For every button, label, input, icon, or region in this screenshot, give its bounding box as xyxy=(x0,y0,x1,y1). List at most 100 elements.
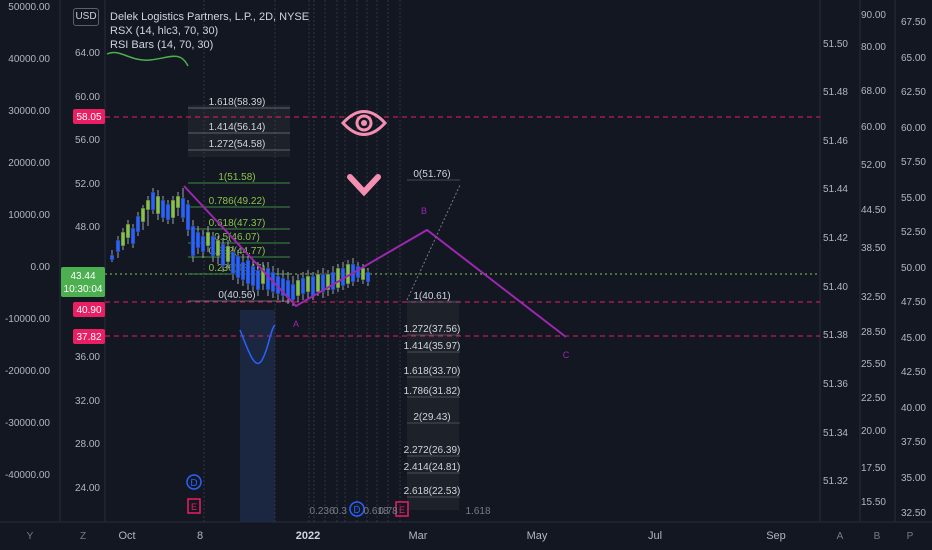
axis-tick-label: 42.50 xyxy=(901,367,926,378)
candles xyxy=(109,188,371,306)
earnings-marker[interactable]: E xyxy=(395,501,409,517)
axis-tick-label: 51.34 xyxy=(823,428,848,439)
indicator-legend-rsx[interactable]: RSX (14, hlc3, 70, 30) xyxy=(110,25,219,37)
vertical-grid-lines xyxy=(203,0,401,522)
earnings-marker[interactable]: E xyxy=(187,498,201,514)
fib-level-label: 1.272(54.58) xyxy=(209,139,266,150)
fib-extension-right: 0(51.76) 1(40.61) 1.272(37.56) 1.414(35.97)… xyxy=(404,169,461,498)
axis-tick-label: 15.50 xyxy=(861,497,886,508)
axis-button-z[interactable]: Z xyxy=(80,531,86,542)
candle xyxy=(220,238,226,272)
wave-label-a: A xyxy=(293,319,299,329)
candle xyxy=(225,240,231,268)
axis-tick-label: 56.00 xyxy=(75,135,100,146)
fib-level-label: 2.414(24.81) xyxy=(404,462,461,473)
symbol-title[interactable]: Delek Logistics Partners, L.P., 2D, NYSE xyxy=(110,11,310,23)
dividend-marker[interactable]: D xyxy=(186,474,202,490)
axis-tick-label: -20000.00 xyxy=(5,366,50,377)
fib-bottom-label: 0.3 xyxy=(333,506,347,517)
axis-tick-label: 51.50 xyxy=(823,39,848,50)
right-axis-3: 67.50 65.00 62.50 60.00 57.50 55.00 52.50 50.00… xyxy=(901,17,926,519)
candle xyxy=(325,270,331,296)
fib-trend-line xyxy=(406,184,461,301)
time-axis-background xyxy=(0,522,932,550)
svg-text:37.82: 37.82 xyxy=(76,332,101,343)
svg-text:Z: Z xyxy=(80,531,86,542)
axis-tick-label: 28.00 xyxy=(75,439,100,450)
candle xyxy=(255,262,261,296)
candle xyxy=(305,270,311,298)
svg-text:40.90: 40.90 xyxy=(76,305,101,316)
candle xyxy=(115,236,121,258)
axis-tick-label: 51.46 xyxy=(823,136,848,147)
current-price-badge: 43.44 10:30:04 xyxy=(61,267,105,297)
candle xyxy=(140,205,146,230)
axis-tick-label: 57.50 xyxy=(901,157,926,168)
axis-tick-label: 52.00 xyxy=(861,160,886,171)
axis-tick-label: 65.00 xyxy=(901,53,926,64)
fib-level-label: 2.272(26.39) xyxy=(404,445,461,456)
wave-label-b: B xyxy=(421,206,427,216)
axis-tick-label: 60.00 xyxy=(861,122,886,133)
axis-tick-label: 47.50 xyxy=(901,297,926,308)
fib-level-label: 1.414(56.14) xyxy=(209,122,266,133)
axis-button-p[interactable]: P xyxy=(907,531,914,542)
fib-level-label: 1.272(37.56) xyxy=(404,324,461,335)
candle xyxy=(185,200,191,236)
wave-label-c: C xyxy=(563,350,570,360)
axis-tick-label: 68.00 xyxy=(861,86,886,97)
candle xyxy=(215,236,221,264)
axis-tick-label: -10000.00 xyxy=(5,314,50,325)
currency-badge[interactable]: USD xyxy=(73,8,99,26)
time-tick-label: Oct xyxy=(118,530,135,542)
candle xyxy=(290,276,296,306)
axis-button-a[interactable]: A xyxy=(837,531,844,542)
fib-bottom-label: 1.618 xyxy=(465,506,490,517)
candle xyxy=(260,262,266,290)
axis-tick-label: 55.00 xyxy=(901,193,926,204)
right-axis-1: 51.50 51.48 51.46 51.44 51.42 51.40 51.38 51.36… xyxy=(823,39,848,487)
price-badge-37: 37.82 xyxy=(73,329,105,344)
far-left-axis: 50000.00 40000.00 30000.00 20000.00 10000.00… xyxy=(5,2,50,481)
axis-tick-label: 64.00 xyxy=(75,48,100,59)
time-tick-label: 2022 xyxy=(296,530,320,542)
candle xyxy=(315,270,321,296)
time-tick-label: 8 xyxy=(197,530,203,542)
candle xyxy=(200,230,206,258)
candle xyxy=(280,270,286,302)
right-axis-2: 90.00 80.00 68.00 60.00 52.00 44.50 38.50 32.50… xyxy=(861,10,886,508)
axis-tick-label: 38.50 xyxy=(861,243,886,254)
axis-button-y[interactable]: Y xyxy=(27,531,34,542)
candle xyxy=(175,192,181,216)
fib-zone-background xyxy=(188,105,290,157)
svg-text:D: D xyxy=(353,505,360,516)
axis-tick-label: 45.00 xyxy=(901,333,926,344)
fib-level-label: 1(40.61) xyxy=(413,291,450,302)
candle xyxy=(160,196,166,222)
fib-level-label: 2.618(22.53) xyxy=(404,486,461,497)
candle xyxy=(170,196,176,224)
candle xyxy=(295,274,301,302)
axis-tick-label: 40.00 xyxy=(901,403,926,414)
axis-tick-label: 80.00 xyxy=(861,42,886,53)
fib-bottom-label: 0.618 xyxy=(363,506,388,517)
svg-text:A: A xyxy=(837,531,844,542)
dividend-marker[interactable]: D xyxy=(349,501,365,517)
axis-tick-label: 51.42 xyxy=(823,233,848,244)
axis-tick-label: -30000.00 xyxy=(5,418,50,429)
eye-icon xyxy=(340,110,388,136)
fib-level-label: 1.786(31.82) xyxy=(404,386,461,397)
svg-text:E: E xyxy=(191,502,197,512)
indicator-legend-rsi-bars[interactable]: RSI Bars (14, 70, 30) xyxy=(110,39,214,51)
candle xyxy=(130,224,136,248)
axis-tick-label: 28.50 xyxy=(861,327,886,338)
candle xyxy=(245,256,251,290)
fib-level-label: 0.382(44.77) xyxy=(209,246,266,257)
axis-tick-label: 51.40 xyxy=(823,282,848,293)
fib-bottom-label: 0.236 xyxy=(309,506,334,517)
candle xyxy=(120,228,126,250)
axis-button-b[interactable]: B xyxy=(874,531,881,542)
